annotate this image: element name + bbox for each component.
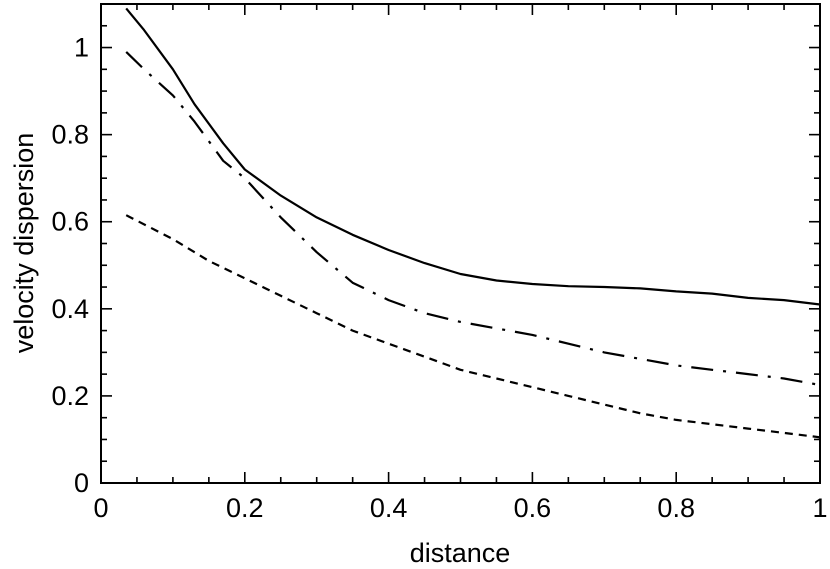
x-tick-label: 0.8 [657, 493, 695, 523]
y-axis-label: velocity dispersion [9, 133, 39, 354]
y-tick-label: 0.6 [51, 207, 89, 237]
series-line-dashed [125, 214, 821, 439]
y-tick-label: 1 [74, 33, 89, 63]
x-tick-label: 0 [93, 493, 108, 523]
series-line-dashdot [125, 51, 821, 387]
plot-area: 0 0.2 0.4 0.6 0.8 1 0 0.2 0.4 0.6 0.8 1 [51, 3, 828, 523]
y-tick-label: 0.2 [51, 381, 89, 411]
y-tick-label: 0 [74, 468, 89, 498]
x-axis-label: distance [410, 538, 511, 568]
x-tick-label: 0.2 [226, 493, 264, 523]
x-tick-label: 0.6 [514, 493, 552, 523]
series-line-solid [125, 7, 821, 306]
plot-frame [100, 3, 821, 484]
x-tick-label: 0.4 [370, 493, 408, 523]
y-tick-label: 0.4 [51, 294, 89, 324]
x-tick-label: 1 [812, 493, 827, 523]
y-tick-label: 0.8 [51, 120, 89, 150]
